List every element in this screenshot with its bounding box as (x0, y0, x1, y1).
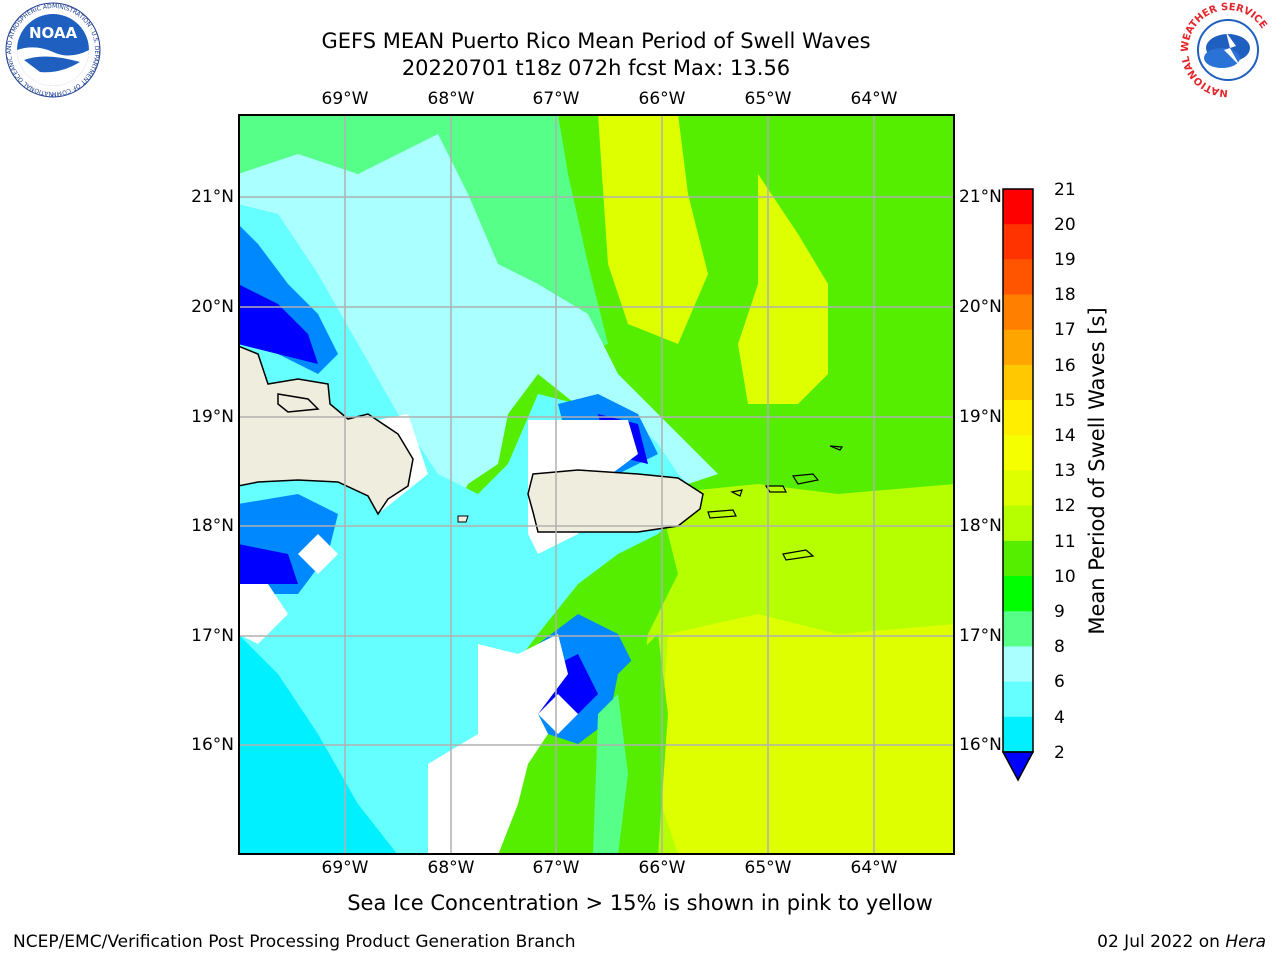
colorbar-tick: 10 (1054, 567, 1076, 587)
colorbar-tick: 19 (1054, 250, 1076, 270)
colorbar-tick: 12 (1054, 496, 1076, 516)
colorbar-segment (1003, 470, 1033, 507)
colorbar-tick: 14 (1054, 426, 1076, 446)
lat-label-right: 18°N (959, 516, 1002, 536)
lon-label-bottom: 64°W (850, 858, 898, 878)
noaa-logo-text: NOAA (29, 24, 78, 42)
lat-label-left: 20°N (191, 297, 234, 317)
footer-credit: NCEP/EMC/Verification Post Processing Pr… (13, 932, 576, 952)
colorbar-segment (1003, 716, 1033, 753)
colorbar-label: Mean Period of Swell Waves [s] (1085, 307, 1109, 635)
colorbar-tick: 17 (1054, 320, 1076, 340)
colorbar-segment (1003, 611, 1033, 647)
lon-label-bottom: 68°W (427, 858, 475, 878)
lat-label-left: 21°N (191, 187, 234, 207)
lon-label-top: 68°W (427, 89, 475, 109)
lat-label-right: 16°N (959, 735, 1002, 755)
lon-label-top: 67°W (532, 89, 580, 109)
map-subtitle: 20220701 t18z 072h fcst Max: 13.56 (401, 56, 791, 80)
nws-logo: NATIONAL WEATHER SERVICE (1180, 2, 1274, 98)
colorbar-tick: 15 (1054, 391, 1076, 411)
colorbar-frame (1002, 188, 1034, 753)
colorbar-segment (1003, 400, 1033, 436)
lon-label-bottom: 65°W (744, 858, 792, 878)
colorbar-segment (1003, 224, 1033, 260)
colorbar-segment (1003, 329, 1033, 366)
map-grid (238, 114, 955, 855)
swell-period-map (238, 114, 955, 855)
colorbar-segment (1003, 505, 1033, 542)
lon-label-top: 64°W (850, 89, 898, 109)
map-frame (238, 114, 955, 855)
lat-label-right: 17°N (959, 626, 1002, 646)
colorbar-tick: 9 (1054, 602, 1065, 622)
lon-label-top: 65°W (744, 89, 792, 109)
colorbar-segment (1003, 294, 1033, 331)
colorbar-segment (1003, 259, 1033, 296)
noaa-logo: NATIONAL OCEANIC AND ATMOSPHERIC ADMINIS… (0, 2, 101, 98)
colorbar-segment (1003, 646, 1033, 683)
lat-label-right: 19°N (959, 407, 1002, 427)
lon-label-bottom: 66°W (638, 858, 686, 878)
colorbar-segment (1003, 540, 1033, 577)
lat-label-left: 17°N (191, 626, 234, 646)
colorbar-segment (1003, 576, 1033, 612)
lon-label-top: 69°W (321, 89, 369, 109)
colorbar-tick: 13 (1054, 461, 1076, 481)
colorbar-extend-arrow (1001, 751, 1035, 782)
colorbar-tick: 11 (1054, 532, 1076, 552)
colorbar-tick: 8 (1054, 637, 1065, 657)
hispaniola-land (238, 345, 414, 516)
lat-label-left: 16°N (191, 735, 234, 755)
lon-label-top: 66°W (638, 89, 686, 109)
sea-ice-note: Sea Ice Concentration > 15% is shown in … (347, 891, 933, 915)
colorbar-segment (1003, 364, 1033, 401)
colorbar-segment (1003, 189, 1033, 225)
puerto-rico-land (527, 469, 704, 533)
colorbar-tick: 20 (1054, 215, 1076, 235)
colorbar-segment (1003, 681, 1033, 718)
lat-label-left: 19°N (191, 407, 234, 427)
lat-label-left: 18°N (191, 516, 234, 536)
colorbar-tick: 18 (1054, 285, 1076, 305)
map-title: GEFS MEAN Puerto Rico Mean Period of Swe… (321, 29, 871, 53)
lat-label-right: 21°N (959, 187, 1002, 207)
colorbar (1001, 188, 1035, 782)
footer-host: Hera (1225, 932, 1266, 952)
footer-date: 02 Jul 2022 on Hera (1097, 932, 1266, 952)
colorbar-segment (1003, 435, 1033, 471)
lon-label-bottom: 67°W (532, 858, 580, 878)
lat-label-right: 20°N (959, 297, 1002, 317)
colorbar-tick: 6 (1054, 672, 1065, 692)
colorbar-tick: 16 (1054, 356, 1076, 376)
colorbar-tick: 2 (1054, 743, 1065, 763)
colorbar-tick: 4 (1054, 708, 1065, 728)
lon-label-bottom: 69°W (321, 858, 369, 878)
footer-date-text: 02 Jul 2022 on (1097, 932, 1226, 952)
colorbar-tick: 21 (1054, 180, 1076, 200)
